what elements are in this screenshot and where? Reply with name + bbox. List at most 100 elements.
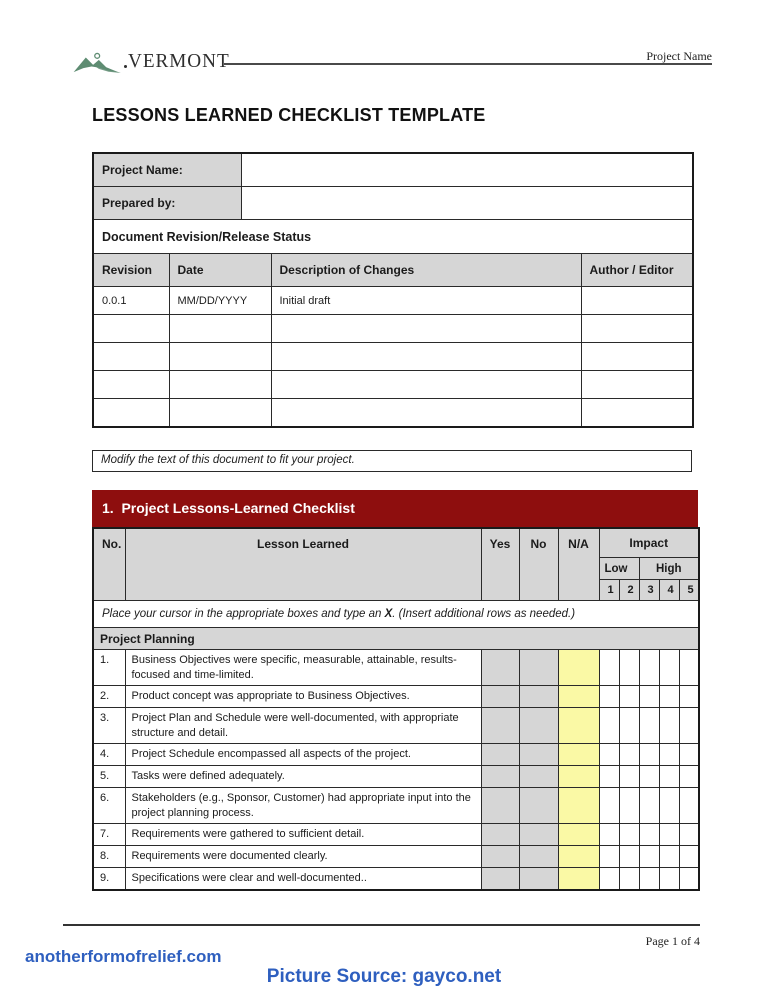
- impact-4-cell[interactable]: [658, 685, 680, 709]
- date-cell[interactable]: [168, 398, 272, 428]
- no-cell[interactable]: [518, 707, 559, 745]
- yes-cell[interactable]: [480, 707, 520, 745]
- impact-4-cell[interactable]: [658, 867, 680, 891]
- author-cell[interactable]: [580, 286, 694, 315]
- date-cell[interactable]: MM/DD/YYYY: [168, 286, 272, 315]
- date-cell[interactable]: [168, 342, 272, 371]
- impact-3-cell[interactable]: [638, 765, 660, 789]
- impact-4-cell[interactable]: [658, 648, 680, 687]
- description-cell[interactable]: [270, 370, 582, 399]
- na-cell[interactable]: [557, 648, 600, 687]
- impact-1-cell[interactable]: [598, 707, 620, 745]
- impact-4-cell[interactable]: [658, 823, 680, 847]
- impact-5-cell[interactable]: [678, 845, 700, 869]
- impact-1-cell[interactable]: [598, 743, 620, 767]
- impact-5-cell[interactable]: [678, 787, 700, 825]
- impact-1-cell[interactable]: [598, 823, 620, 847]
- description-cell[interactable]: Initial draft: [270, 286, 582, 315]
- na-cell[interactable]: [557, 867, 600, 891]
- impact-2-cell[interactable]: [618, 867, 640, 891]
- impact-3-cell[interactable]: [638, 685, 660, 709]
- impact-5-cell[interactable]: [678, 765, 700, 789]
- impact-2-cell[interactable]: [618, 685, 640, 709]
- na-cell[interactable]: [557, 845, 600, 869]
- impact-5-cell[interactable]: [678, 707, 700, 745]
- yes-cell[interactable]: [480, 787, 520, 825]
- impact-3-cell[interactable]: [638, 743, 660, 767]
- na-cell[interactable]: [557, 707, 600, 745]
- description-cell[interactable]: [270, 398, 582, 428]
- impact-3-cell[interactable]: [638, 648, 660, 687]
- yes-cell[interactable]: [480, 845, 520, 869]
- impact-2-cell[interactable]: [618, 648, 640, 687]
- author-cell[interactable]: [580, 370, 694, 399]
- impact-1-cell[interactable]: [598, 765, 620, 789]
- impact-3-cell[interactable]: [638, 845, 660, 869]
- picture-source-link[interactable]: Picture Source: gayco.net: [266, 966, 502, 987]
- yes-cell[interactable]: [480, 743, 520, 767]
- impact-2-cell[interactable]: [618, 743, 640, 767]
- impact-2-cell[interactable]: [618, 707, 640, 745]
- impact-1-cell[interactable]: [598, 867, 620, 891]
- yes-cell[interactable]: [480, 823, 520, 847]
- impact-3-cell[interactable]: [638, 823, 660, 847]
- revision-cell[interactable]: [92, 398, 170, 428]
- no-cell[interactable]: [518, 823, 559, 847]
- na-cell[interactable]: [557, 743, 600, 767]
- impact-2-cell[interactable]: [618, 787, 640, 825]
- na-cell[interactable]: [557, 685, 600, 709]
- na-cell[interactable]: [557, 765, 600, 789]
- no-cell[interactable]: [518, 867, 559, 891]
- impact-2-cell[interactable]: [618, 845, 640, 869]
- revision-cell[interactable]: 0.0.1: [92, 286, 170, 315]
- na-cell[interactable]: [557, 787, 600, 825]
- watermark-link[interactable]: anotherformofrelief.com: [25, 947, 222, 966]
- author-cell[interactable]: [580, 342, 694, 371]
- project-name-field[interactable]: [240, 152, 694, 187]
- no-cell[interactable]: [518, 648, 559, 687]
- impact-5-cell[interactable]: [678, 823, 700, 847]
- footer-rule: [63, 924, 700, 926]
- impact-1-cell[interactable]: [598, 648, 620, 687]
- impact-5-cell[interactable]: [678, 867, 700, 891]
- yes-cell[interactable]: [480, 765, 520, 789]
- impact-2-cell[interactable]: [618, 823, 640, 847]
- impact-2-cell[interactable]: [618, 765, 640, 789]
- table-row: Project Name:: [92, 152, 694, 187]
- impact-4-cell[interactable]: [658, 787, 680, 825]
- impact-3-cell[interactable]: [638, 707, 660, 745]
- date-cell[interactable]: [168, 370, 272, 399]
- no-cell[interactable]: [518, 743, 559, 767]
- no-cell[interactable]: [518, 765, 559, 789]
- no-cell[interactable]: [518, 787, 559, 825]
- impact-1-cell[interactable]: [598, 787, 620, 825]
- no-cell[interactable]: [518, 685, 559, 709]
- impact-1-cell[interactable]: [598, 685, 620, 709]
- impact-5-cell[interactable]: [678, 685, 700, 709]
- yes-cell[interactable]: [480, 648, 520, 687]
- na-cell[interactable]: [557, 823, 600, 847]
- impact-5-cell[interactable]: [678, 648, 700, 687]
- impact-5-cell[interactable]: [678, 743, 700, 767]
- modify-note: Modify the text of this document to fit …: [92, 450, 692, 472]
- impact-3-cell[interactable]: [638, 867, 660, 891]
- revision-cell[interactable]: [92, 342, 170, 371]
- yes-cell[interactable]: [480, 867, 520, 891]
- prepared-by-field[interactable]: [240, 186, 694, 220]
- checklist-section-title: 1. Project Lessons-Learned Checklist: [92, 490, 698, 527]
- revision-cell[interactable]: [92, 314, 170, 343]
- impact-4-cell[interactable]: [658, 765, 680, 789]
- author-cell[interactable]: [580, 398, 694, 428]
- no-cell[interactable]: [518, 845, 559, 869]
- description-cell[interactable]: [270, 342, 582, 371]
- description-cell[interactable]: [270, 314, 582, 343]
- impact-4-cell[interactable]: [658, 707, 680, 745]
- impact-3-cell[interactable]: [638, 787, 660, 825]
- impact-1-cell[interactable]: [598, 845, 620, 869]
- date-cell[interactable]: [168, 314, 272, 343]
- impact-4-cell[interactable]: [658, 845, 680, 869]
- author-cell[interactable]: [580, 314, 694, 343]
- impact-4-cell[interactable]: [658, 743, 680, 767]
- yes-cell[interactable]: [480, 685, 520, 709]
- revision-cell[interactable]: [92, 370, 170, 399]
